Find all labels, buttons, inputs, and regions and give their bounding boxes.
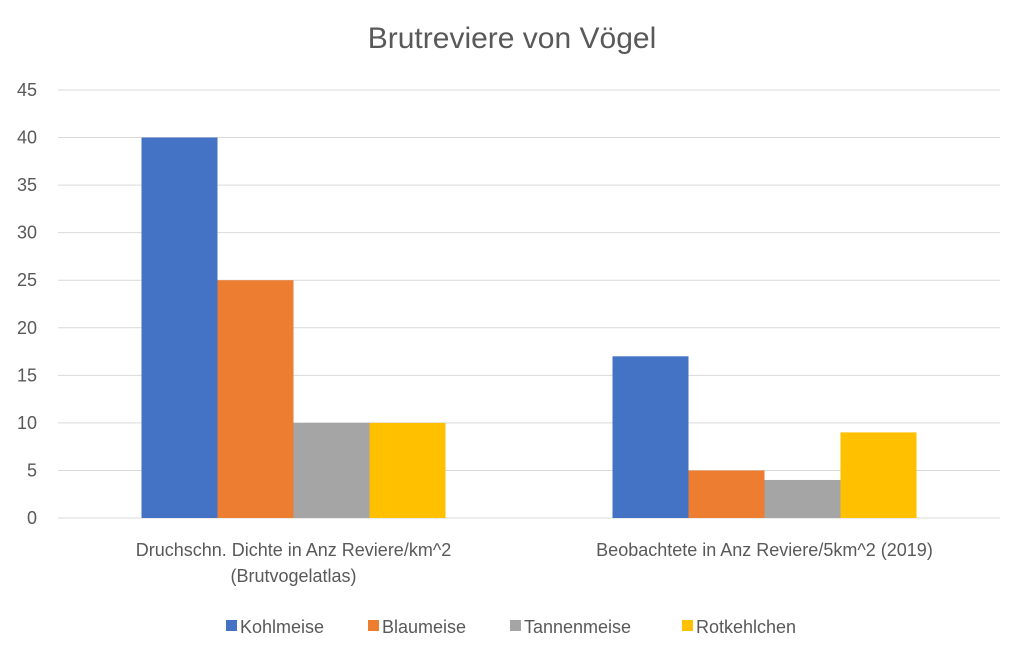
x-axis-category-labels: Druchschn. Dichte in Anz Reviere/km^2 (Br… [136, 540, 933, 586]
y-tick-label: 10 [17, 413, 37, 433]
legend-label-kohlmeise: Kohlmeise [240, 617, 324, 637]
bars [141, 137, 917, 519]
bar-blaumeise-1 [217, 280, 294, 518]
bar-tannenmeise-2 [764, 479, 841, 518]
legend-swatch-kohlmeise [226, 620, 237, 631]
bar-blaumeise-2 [688, 470, 765, 518]
y-tick-label: 5 [27, 460, 37, 480]
y-tick-label: 15 [17, 365, 37, 385]
legend-swatch-rotkehlchen [682, 620, 693, 631]
y-tick-label: 25 [17, 270, 37, 290]
y-axis-tick-labels: 0 5 10 15 20 25 30 35 40 45 [17, 80, 37, 528]
category-label: Druchschn. Dichte in Anz Reviere/km^2 (Br… [136, 540, 452, 586]
chart-title: Brutreviere von Vögel [368, 22, 657, 55]
y-tick-label: 30 [17, 223, 37, 243]
legend-label-blaumeise: Blaumeise [382, 617, 466, 637]
bar-kohlmeise-1 [141, 137, 218, 519]
legend: Kohlmeise Blaumeise Tannenmeise Rotkehlchen [226, 617, 796, 637]
legend-swatch-tannenmeise [510, 620, 521, 631]
y-tick-label: 0 [27, 508, 37, 528]
bar-rotkehlchen-2 [840, 432, 917, 518]
y-tick-label: 45 [17, 80, 37, 100]
bar-tannenmeise-1 [293, 422, 370, 518]
y-tick-label: 20 [17, 318, 37, 338]
bar-rotkehlchen-1 [369, 422, 446, 518]
category-label: Beobachtete in Anz Reviere/5km^2 (2019) [596, 540, 933, 560]
legend-label-tannenmeise: Tannenmeise [524, 617, 631, 637]
legend-swatch-blaumeise [368, 620, 379, 631]
y-tick-label: 40 [17, 128, 37, 148]
y-tick-label: 35 [17, 175, 37, 195]
bar-kohlmeise-2 [612, 356, 689, 518]
legend-label-rotkehlchen: Rotkehlchen [696, 617, 796, 637]
